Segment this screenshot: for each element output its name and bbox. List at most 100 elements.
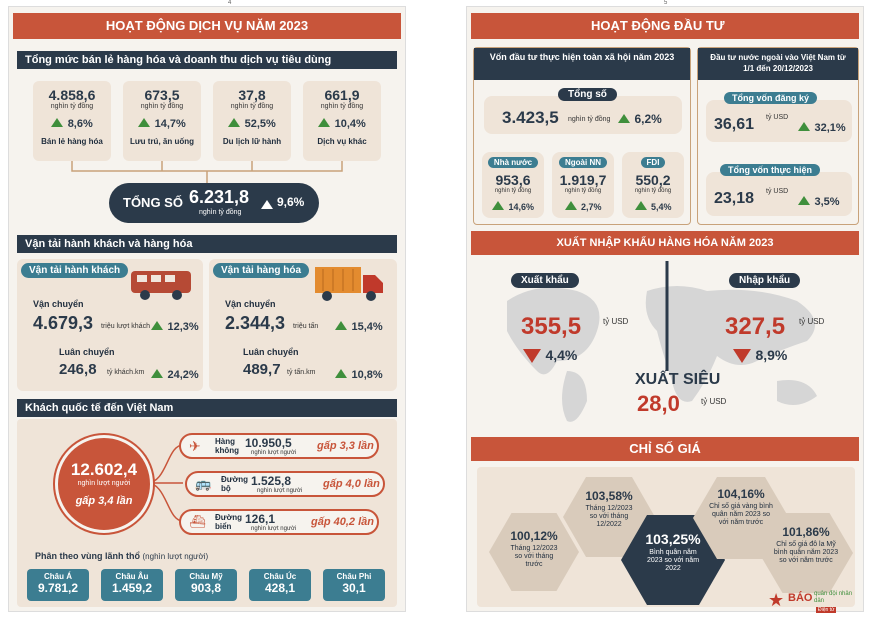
social-part-value: 550,2: [635, 172, 671, 188]
visitors-card: 12.602,4 nghìn lượt người gấp 3,4 lần ✈ …: [17, 419, 397, 607]
visitor-mode-sea: ⛴ Đường biển 126,1 nghìn lượt người gấp …: [179, 509, 379, 535]
passenger-title: Vận tải hành khách: [21, 263, 129, 278]
fdi-realized-value: 23,18: [714, 190, 755, 207]
retail-pct: 14,7%: [154, 118, 186, 130]
up-arrow-icon: [151, 369, 163, 379]
social-part-card: Ngoài NN 1.919,7 nghìn tỷ đồng 2,7%: [552, 152, 614, 218]
price-hex-value: 104,16%: [717, 487, 765, 501]
import-unit: tỷ USD: [799, 317, 825, 326]
visitor-mode-air: ✈ Hàng không 10.950,5 nghìn lượt người g…: [179, 433, 379, 459]
visitor-mode-label: Đường biển: [215, 513, 243, 531]
airplane-icon: ✈: [189, 438, 201, 454]
left-title: HOẠT ĐỘNG DỊCH VỤ NĂM 2023: [13, 13, 401, 39]
social-part-pct: 14,6%: [508, 202, 534, 212]
region-heading: Phân theo vùng lãnh thổ: [35, 551, 140, 561]
up-arrow-icon: [564, 201, 577, 211]
logo-sub: quân đội nhân dân: [814, 591, 853, 604]
up-arrow-icon: [51, 118, 64, 128]
price-hex-text: Tháng 12/2023 so với tháng trước: [510, 545, 558, 568]
visitor-mode-unit: nghìn lượt người: [257, 488, 303, 494]
region-box: Châu Phi 30,1: [323, 569, 385, 601]
up-arrow-icon: [798, 122, 810, 132]
region-unit: (nghìn lượt người): [142, 552, 209, 561]
cargo-card: Vận tải hàng hóa Vận chuyển 2.344,3 triệ…: [209, 259, 397, 391]
fdi-registered-label: Tổng vốn đăng ký: [724, 92, 818, 104]
visitor-mode-label: Hàng không: [215, 437, 239, 455]
retail-label: Dịch vụ khác: [317, 137, 367, 146]
up-arrow-icon: [335, 321, 347, 331]
transport-heading: Vận tải hành khách và hàng hóa: [17, 235, 397, 253]
passenger-turnover-label: Luân chuyển: [59, 347, 115, 357]
passenger-turnover-value: 246,8: [59, 361, 97, 378]
visitors-total-value: 12.602,4: [70, 460, 138, 479]
retail-card-4: 661,9 nghìn tỷ đồng 10,4% Dịch vụ khác: [303, 81, 381, 161]
up-arrow-icon: [618, 114, 630, 124]
visitors-total-times: gấp 3,4 lần: [75, 495, 133, 507]
retail-card-2: 673,5 nghìn tỷ đồng 14,7% Lưu trú, ăn uố…: [123, 81, 201, 161]
invest-title: HOẠT ĐỘNG ĐẦU TƯ: [471, 13, 859, 39]
retail-value: 673,5: [144, 87, 180, 103]
right-page: HOẠT ĐỘNG ĐẦU TƯ Vốn đầu tư thực hiện to…: [466, 6, 864, 612]
passenger-carry-unit: triệu lượt khách: [101, 323, 150, 330]
surplus-label: XUẤT SIÊU: [635, 371, 721, 388]
social-part-label: Ngoài NN: [559, 157, 607, 168]
retail-pct: 52,5%: [244, 118, 276, 130]
passenger-turnover-pct: 24,2%: [167, 369, 199, 381]
fdi-heading: Đầu tư nước ngoài vào Việt Nam từ 1/1 đế…: [698, 48, 858, 80]
price-hex-text: Chỉ số giá vàng bình quân năm 2023 so vớ…: [709, 503, 773, 526]
page-number-left: 4: [228, 0, 232, 6]
passenger-carry-pct: 12,3%: [167, 321, 199, 333]
retail-pct: 10,4%: [334, 118, 366, 130]
fdi-registered-value: 36,61: [714, 116, 755, 133]
social-part-value: 1.919,7: [559, 172, 607, 188]
cargo-turnover-label: Luân chuyển: [243, 347, 299, 357]
import-label: Nhập khẩu: [729, 273, 801, 288]
retail-unit: nghìn tỷ đồng: [140, 103, 184, 110]
import-pct: 8,9%: [755, 347, 788, 363]
price-hex-text: Tháng 12/2023 so với tháng 12/2022: [585, 505, 633, 528]
social-total-label: Tổng số: [558, 88, 617, 101]
retail-unit: nghìn tỷ đồng: [320, 103, 364, 110]
retail-label: Du lịch lữ hành: [222, 137, 282, 146]
price-hex: 100,12% Tháng 12/2023 so với tháng trước: [489, 513, 579, 591]
region-name: Châu Phi: [336, 572, 372, 581]
passenger-turnover-unit: tỷ khách.km: [107, 369, 145, 376]
social-part-pct: 5,4%: [650, 202, 672, 212]
fdi-realized-unit: tỷ USD: [766, 188, 789, 195]
retail-heading: Tổng mức bán lẻ hàng hóa và doanh thu dị…: [17, 51, 397, 69]
passenger-card: Vận tải hành khách Vận chuyển 4.679,3 tr…: [17, 259, 203, 391]
newspaper-logo: ★ BÁO quân đội nhân dân Điện tử: [768, 588, 864, 618]
bus-icon: [131, 271, 191, 300]
retail-total-value: 6.231,8: [189, 187, 250, 207]
region-value: 30,1: [342, 581, 366, 595]
social-part-pct: 2,7%: [580, 202, 602, 212]
social-total-value: 3.423,5: [502, 108, 559, 127]
car-icon: 🚌: [195, 476, 212, 491]
visitor-mode-value: 126,1: [245, 512, 276, 526]
retail-total-pill: TỔNG SỐ 6.231,8 nghìn tỷ đồng 9,6%: [109, 183, 319, 223]
visitor-mode-times: gấp 40,2 lần: [311, 516, 374, 528]
fdi-registered-unit: tỷ USD: [766, 114, 789, 121]
cargo-turnover-pct: 10,8%: [351, 369, 383, 381]
retail-card-1: 4.858,6 nghìn tỷ đồng 8,6% Bán lẻ hàng h…: [33, 81, 111, 161]
cargo-turnover-value: 489,7: [243, 361, 281, 378]
up-arrow-icon: [798, 196, 810, 206]
social-part-label: Nhà nước: [487, 157, 539, 168]
up-arrow-icon: [634, 201, 647, 211]
retail-unit: nghìn tỷ đồng: [230, 103, 274, 110]
social-part-card: Nhà nước 953,6 nghìn tỷ đồng 14,6%: [482, 152, 544, 218]
visitor-mode-unit: nghìn lượt người: [251, 450, 297, 456]
fdi-panel: Đầu tư nước ngoài vào Việt Nam từ 1/1 đế…: [697, 47, 859, 225]
up-arrow-icon: [492, 201, 504, 211]
region-name: Châu Á: [44, 572, 72, 581]
visitor-mode-times: gấp 4,0 lần: [323, 478, 380, 490]
up-arrow-icon: [318, 118, 331, 128]
down-arrow-icon: [733, 348, 751, 363]
visitors-heading: Khách quốc tế đến Việt Nam: [17, 399, 397, 417]
fdi-realized-card: Tổng vốn thực hiện 23,18 tỷ USD 3,5%: [706, 164, 852, 216]
social-part-unit: nghìn tỷ đồng: [564, 188, 602, 194]
retail-card-3: 37,8 nghìn tỷ đồng 52,5% Du lịch lữ hành: [213, 81, 291, 161]
region-heading-row: Phân theo vùng lãnh thổ (nghìn lượt ngườ…: [35, 551, 208, 561]
price-hex-value: 103,25%: [645, 531, 701, 547]
visitor-mode-road: 🚌 Đường bộ 1.525,8 nghìn lượt người gấp …: [185, 471, 385, 497]
